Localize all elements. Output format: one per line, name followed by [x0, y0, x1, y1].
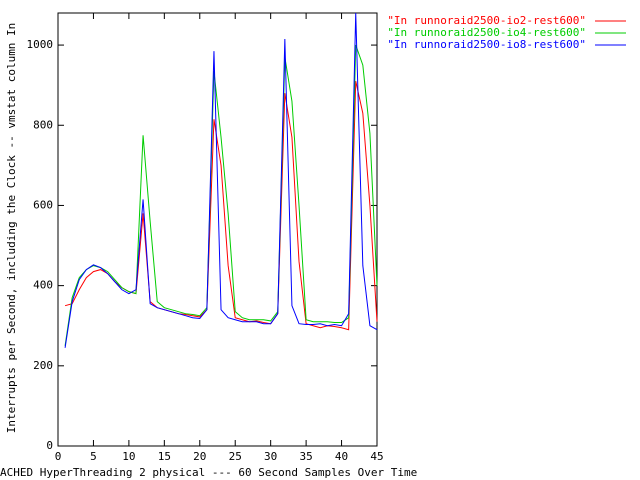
y-axis-label: Interrupts per Second, including the Clo… [5, 23, 18, 434]
y-tick-label: 200 [33, 359, 53, 372]
x-tick-label: 40 [335, 450, 348, 463]
data-line [64, 44, 378, 346]
y-tick-label: 0 [46, 439, 53, 452]
x-tick-label: 15 [158, 450, 171, 463]
x-tick-label: 5 [90, 450, 97, 463]
y-tick-label: 1000 [27, 38, 54, 51]
x-axis-label: ACHED HyperThreading 2 physical --- 60 S… [0, 466, 417, 479]
x-tick-label: 25 [229, 450, 242, 463]
legend-label: "In runnoraid2500-io8-rest600" [387, 38, 586, 51]
data-line [64, 12, 378, 348]
y-tick-label: 400 [33, 279, 53, 292]
x-tick-label: 30 [264, 450, 277, 463]
legend-label: "In runnoraid2500-io2-rest600" [387, 14, 586, 27]
x-tick-label: 45 [370, 450, 383, 463]
x-tick-label: 0 [55, 450, 62, 463]
plot-frame [57, 12, 378, 447]
x-tick-label: 20 [193, 450, 206, 463]
y-tick-label: 800 [33, 118, 53, 131]
legend-label: "In runnoraid2500-io4-rest600" [387, 26, 586, 39]
y-tick-label: 600 [33, 198, 53, 211]
x-tick-label: 35 [299, 450, 312, 463]
x-tick-label: 10 [122, 450, 135, 463]
